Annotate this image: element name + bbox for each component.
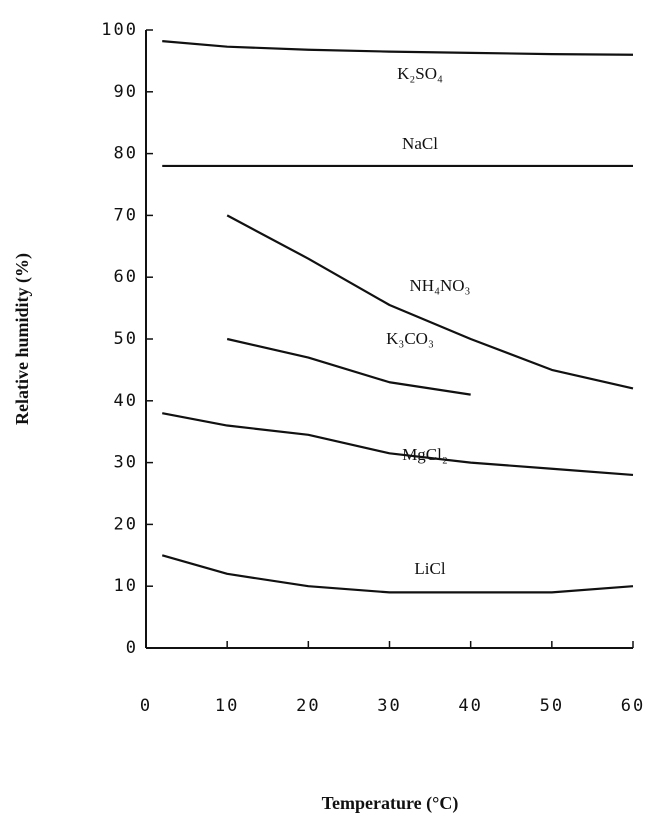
x-axis-title: Temperature (°C) <box>322 793 459 814</box>
series-line <box>227 215 633 388</box>
y-tick-label: 80 <box>114 144 138 164</box>
y-tick-label: 20 <box>114 514 138 534</box>
series-label: LiCl <box>414 559 445 578</box>
x-tick-label: 40 <box>458 696 482 716</box>
y-tick-label: 0 <box>126 638 138 658</box>
y-axis-title: Relative humidity (%) <box>12 253 33 425</box>
y-tick-label: 70 <box>114 205 138 225</box>
x-tick-label: 30 <box>377 696 401 716</box>
series-line <box>227 339 470 395</box>
y-tick-label: 10 <box>114 576 138 596</box>
y-tick-label: 60 <box>114 267 138 287</box>
series-line <box>162 41 633 55</box>
y-tick-label: 90 <box>114 82 138 102</box>
series-label: NH₄NO₃ <box>410 276 471 295</box>
y-tick-label: 100 <box>101 20 138 40</box>
x-tick-label: 50 <box>540 696 564 716</box>
x-tick-label: 0 <box>140 696 152 716</box>
series-line <box>162 413 633 475</box>
x-tick-label: 20 <box>296 696 320 716</box>
x-tick-label: 60 <box>621 696 645 716</box>
x-tick-label: 10 <box>215 696 239 716</box>
series-label: K₂SO₄ <box>397 64 443 83</box>
chart: Temperature (°C) Relative humidity (%) 0… <box>0 0 652 822</box>
series-line <box>162 555 633 592</box>
y-tick-label: 40 <box>114 391 138 411</box>
y-tick-label: 30 <box>114 453 138 473</box>
y-tick-label: 50 <box>114 329 138 349</box>
series-label: MgCl₂ <box>402 445 448 464</box>
series-label: NaCl <box>402 134 438 153</box>
series-label: K₃CO₃ <box>386 329 434 348</box>
